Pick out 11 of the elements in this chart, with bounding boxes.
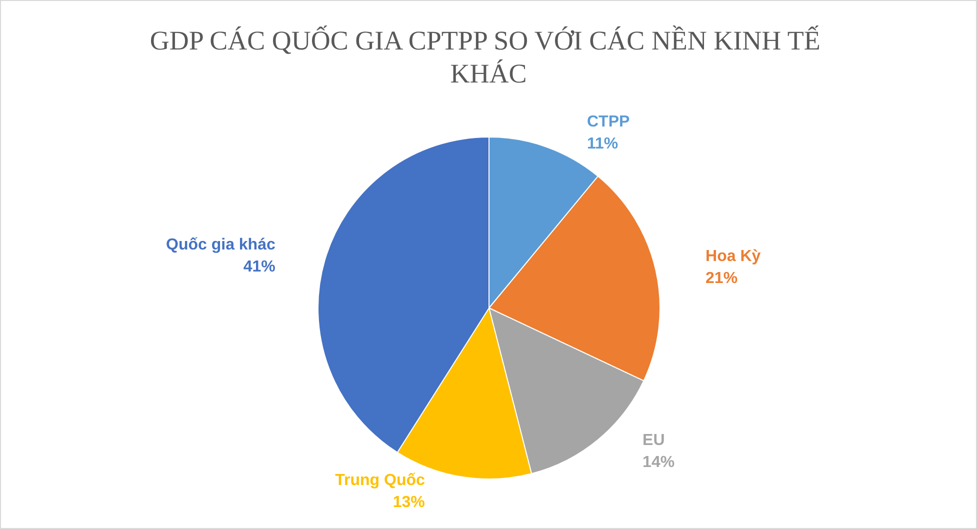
data-label: 11%: [587, 135, 618, 152]
data-label: 21%: [706, 270, 738, 287]
slice-label: CTPP: [587, 113, 630, 130]
data-label: 13%: [392, 494, 425, 512]
slice-label: Trung Quốc: [335, 472, 425, 490]
chart-title: GDP CÁC QUỐC GIA CPTPP SO VỚI CÁC NỀN KINH TẾ KHÁC: [150, 26, 828, 88]
data-label: 41%: [243, 258, 276, 276]
slice-label: Quốc gia khác: [166, 236, 276, 254]
data-label: 14%: [642, 454, 675, 471]
slice-label: EU: [642, 432, 665, 449]
slice-label: Hoa Kỳ: [706, 248, 761, 265]
